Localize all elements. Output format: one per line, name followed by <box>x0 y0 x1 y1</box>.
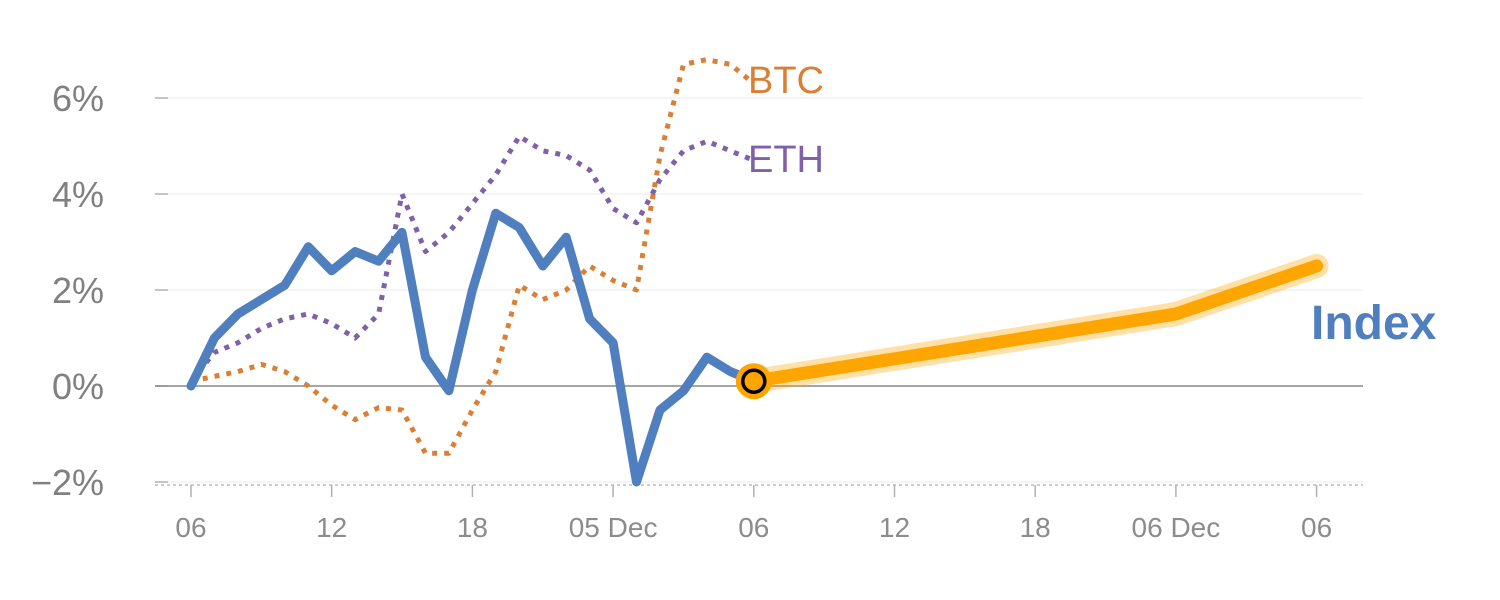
x-tick-label: 05 Dec <box>569 512 658 543</box>
series-labels: BTC ETH Index <box>748 60 1437 350</box>
btc-line <box>190 57 756 456</box>
index-series-label: Index <box>1311 297 1437 350</box>
y-tick-label: 0% <box>52 366 104 407</box>
y-tick-label: −2% <box>31 462 104 503</box>
forecast-line <box>747 259 1324 388</box>
x-tick-label: 18 <box>457 512 488 543</box>
x-tick-label: 06 <box>1301 512 1332 543</box>
gridlines <box>155 97 1363 483</box>
x-tick-label: 06 <box>738 512 769 543</box>
x-tick-label: 12 <box>316 512 347 543</box>
y-tick-label: 6% <box>52 78 104 119</box>
x-tick-label: 18 <box>1020 512 1051 543</box>
x-tick-label: 12 <box>879 512 910 543</box>
x-tick-label: 06 <box>175 512 206 543</box>
x-tick-label: 06 Dec <box>1132 512 1221 543</box>
index-line <box>186 208 759 487</box>
y-tick-label: 2% <box>52 270 104 311</box>
current-point-marker <box>741 368 767 394</box>
series-lines <box>186 57 1329 487</box>
btc-series-label: BTC <box>748 60 824 102</box>
eth-series-label: ETH <box>748 139 824 181</box>
eth-line <box>189 133 755 383</box>
y-tick-label: 4% <box>52 174 104 215</box>
